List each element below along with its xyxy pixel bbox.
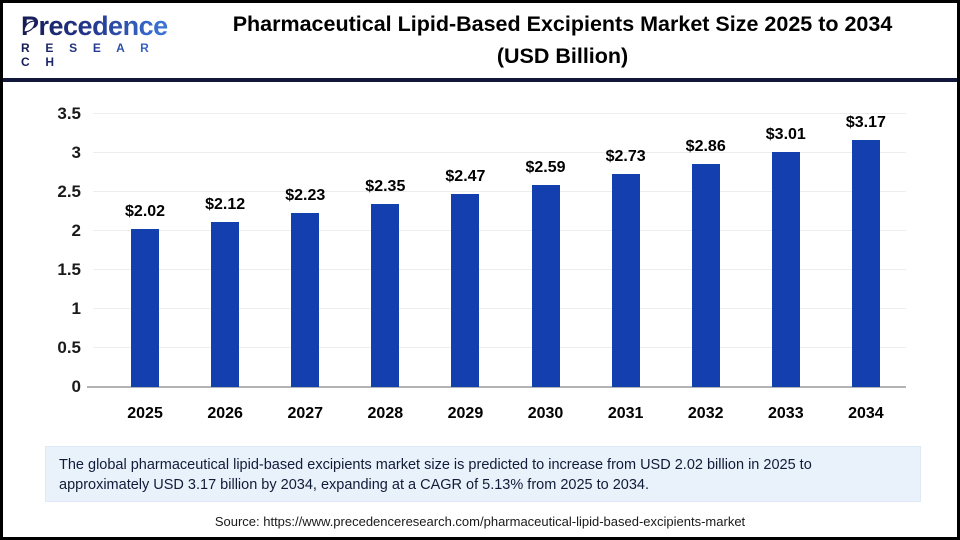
x-tick-label-2025: 2025: [127, 405, 163, 422]
bar-value-label-2028: $2.35: [365, 177, 406, 195]
gridline-2: [93, 230, 906, 231]
bar-group-2028: $2.35 2028: [345, 114, 425, 422]
logo-brand-text: Precedence: [21, 11, 178, 40]
gridline-2.5: [93, 191, 906, 192]
bar-2029: [451, 194, 480, 387]
y-tick-label-3: 3: [71, 143, 81, 162]
bar-group-2034: $3.17 2034: [826, 113, 906, 422]
precedence-research-logo: Precedence R E S E A R C H: [3, 11, 178, 69]
bar-2027: [291, 213, 320, 387]
bar-value-label-2026: $2.12: [205, 195, 246, 213]
page-title-line1: Pharmaceutical Lipid-Based Excipients Ma…: [232, 12, 893, 37]
bar-group-2026: $2.12 2026: [185, 114, 265, 422]
y-tick-label-2.5: 2.5: [57, 182, 81, 201]
bar-group-2031: $2.73 2031: [586, 114, 666, 422]
bar-group-2027: $2.23 2027: [265, 114, 345, 422]
gridline-1: [93, 308, 906, 309]
x-tick-label-2027: 2027: [287, 405, 324, 422]
bar-2031: [611, 174, 640, 387]
x-tick-label-2029: 2029: [447, 405, 484, 422]
bar-value-label-2029: $2.47: [445, 168, 486, 186]
header: Precedence R E S E A R C H Pharmaceutica…: [3, 3, 957, 82]
bar-group-2025: $2.02 2025: [105, 114, 185, 422]
gridline-1.5: [93, 269, 906, 270]
bar-value-label-2025: $2.02: [125, 203, 166, 221]
x-tick-label-2030: 2030: [527, 405, 564, 422]
bar-series: $2.02 2025 $2.12 2026 $2.23 2027 $2.35 2028 $2.4…: [105, 113, 906, 422]
x-tick-label-2031: 2031: [607, 405, 644, 422]
summary-note: The global pharmaceutical lipid-based ex…: [45, 446, 921, 502]
plot-area: [87, 113, 906, 388]
page-title-line2: (USD Billion): [496, 43, 629, 68]
bar-2025: [131, 229, 160, 387]
bar-2028: [371, 203, 400, 387]
x-tick-label-2033: 2033: [768, 405, 804, 422]
bar-group-2032: $2.86 2032: [666, 114, 746, 422]
y-tick-label-1.5: 1.5: [57, 260, 81, 279]
bar-chart: 0 0.5 1 1.5 2 2.5 3 3.5 $2.02 2025 $2.12 2026 $2.23…: [3, 90, 957, 440]
logo-sub-text: R E S E A R C H: [21, 41, 178, 69]
bar-value-label-2030: $2.59: [525, 158, 566, 176]
bar-value-label-2032: $2.86: [685, 137, 726, 155]
x-tick-label-2028: 2028: [367, 405, 404, 422]
bar-2026: [211, 221, 240, 387]
bar-2033: [771, 152, 800, 387]
bar-2030: [531, 184, 560, 387]
bar-value-label-2033: $3.01: [765, 126, 806, 144]
bar-value-label-2034: $3.17: [845, 113, 886, 131]
bar-group-2029: $2.47 2029: [425, 114, 505, 422]
bar-value-label-2027: $2.23: [285, 187, 326, 205]
x-tick-label-2034: 2034: [848, 405, 884, 422]
bar-group-2033: $3.01 2033: [746, 114, 826, 422]
y-tick-label-0.5: 0.5: [57, 338, 81, 357]
bar-value-label-2031: $2.73: [605, 148, 646, 166]
page-title: Pharmaceutical Lipid-Based Excipients Ma…: [178, 9, 957, 71]
bar-2034: [851, 139, 880, 387]
x-tick-label-2026: 2026: [207, 405, 243, 422]
summary-note-line1: The global pharmaceutical lipid-based ex…: [59, 457, 812, 473]
gridline-3: [93, 152, 906, 153]
x-axis-line: [87, 386, 906, 388]
y-tick-label-3.5: 3.5: [57, 104, 81, 123]
gridline-3.5: [93, 113, 906, 114]
summary-note-line2: approximately USD 3.17 billion by 2034, …: [59, 476, 650, 493]
bar-group-2030: $2.59 2030: [505, 114, 585, 422]
y-tick-label-0: 0: [71, 377, 81, 396]
x-tick-label-2032: 2032: [687, 405, 724, 422]
source-text: Source: https://www.precedenceresearch.c…: [214, 514, 746, 529]
gridline-0.5: [93, 347, 906, 348]
y-tick-label-1: 1: [71, 299, 81, 318]
y-tick-label-2: 2: [71, 221, 81, 240]
bar-2032: [691, 163, 720, 387]
